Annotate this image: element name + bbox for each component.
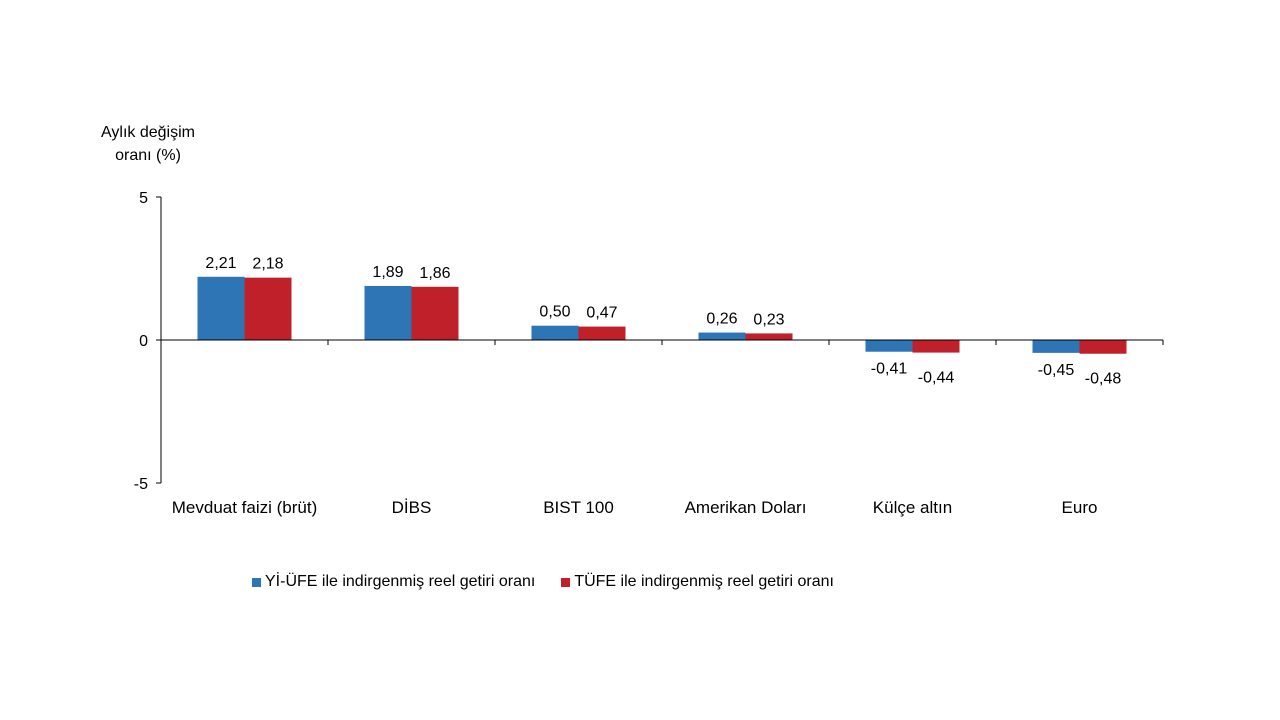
data-label-s1-c3: 0,23 (753, 311, 784, 328)
bar-s1-c1 (411, 286, 459, 340)
category-label-3: Amerikan Doları (685, 498, 807, 517)
category-label-4: Külçe altın (873, 498, 952, 517)
bar-s0-c1 (364, 285, 412, 340)
data-label-s1-c5: -0,48 (1085, 371, 1122, 388)
data-label-s1-c0: 2,18 (252, 256, 283, 273)
y-axis-label-line-2: oranı (%) (115, 147, 181, 164)
y-tick-label-0: 5 (139, 190, 148, 207)
bar-s0-c0 (197, 276, 245, 340)
bar-s0-c4 (865, 340, 913, 352)
category-label-0: Mevduat faizi (brüt) (172, 498, 318, 517)
category-label-5: Euro (1062, 498, 1098, 517)
data-label-s0-c1: 1,89 (372, 264, 403, 281)
legend-label-tufe: TÜFE ile indirgenmiş reel getiri oranı (574, 573, 834, 590)
y-axis-label-line-1: Aylık değişim (101, 124, 195, 141)
legend-swatch-tufe (561, 577, 571, 587)
category-label-1: DİBS (392, 498, 432, 517)
bar-s1-c3 (745, 333, 793, 340)
data-label-s1-c2: 0,47 (586, 305, 617, 322)
legend-item-tufe: TÜFE ile indirgenmiş reel getiri oranı (561, 573, 834, 591)
data-label-s0-c0: 2,21 (205, 255, 236, 272)
bar-s0-c3 (698, 332, 746, 340)
data-label-s1-c1: 1,86 (419, 265, 450, 282)
category-label-2: BIST 100 (543, 498, 614, 517)
data-label-s0-c3: 0,26 (706, 311, 737, 328)
bar-s0-c2 (531, 325, 579, 340)
legend-label-yi-ufe: Yİ-ÜFE ile indirgenmiş reel getiri oranı (265, 573, 536, 590)
bar-s1-c4 (912, 340, 960, 353)
legend-swatch-yi-ufe (252, 577, 261, 587)
bar-s0-c5 (1032, 340, 1080, 353)
bar-s1-c5 (1079, 340, 1127, 354)
data-label-s0-c5: -0,45 (1038, 362, 1075, 379)
bar-s1-c0 (244, 277, 292, 340)
y-tick-label-2: -5 (134, 476, 148, 493)
bar-s1-c2 (578, 326, 626, 340)
legend-item-yi-ufe: Yİ-ÜFE ile indirgenmiş reel getiri oranı (252, 573, 535, 591)
data-label-s0-c2: 0,50 (539, 304, 570, 321)
y-tick-label-1: 0 (139, 333, 148, 350)
legend: Yİ-ÜFE ile indirgenmiş reel getiri oranı… (252, 573, 860, 591)
data-label-s1-c4: -0,44 (918, 370, 955, 387)
data-label-s0-c4: -0,41 (871, 361, 908, 378)
